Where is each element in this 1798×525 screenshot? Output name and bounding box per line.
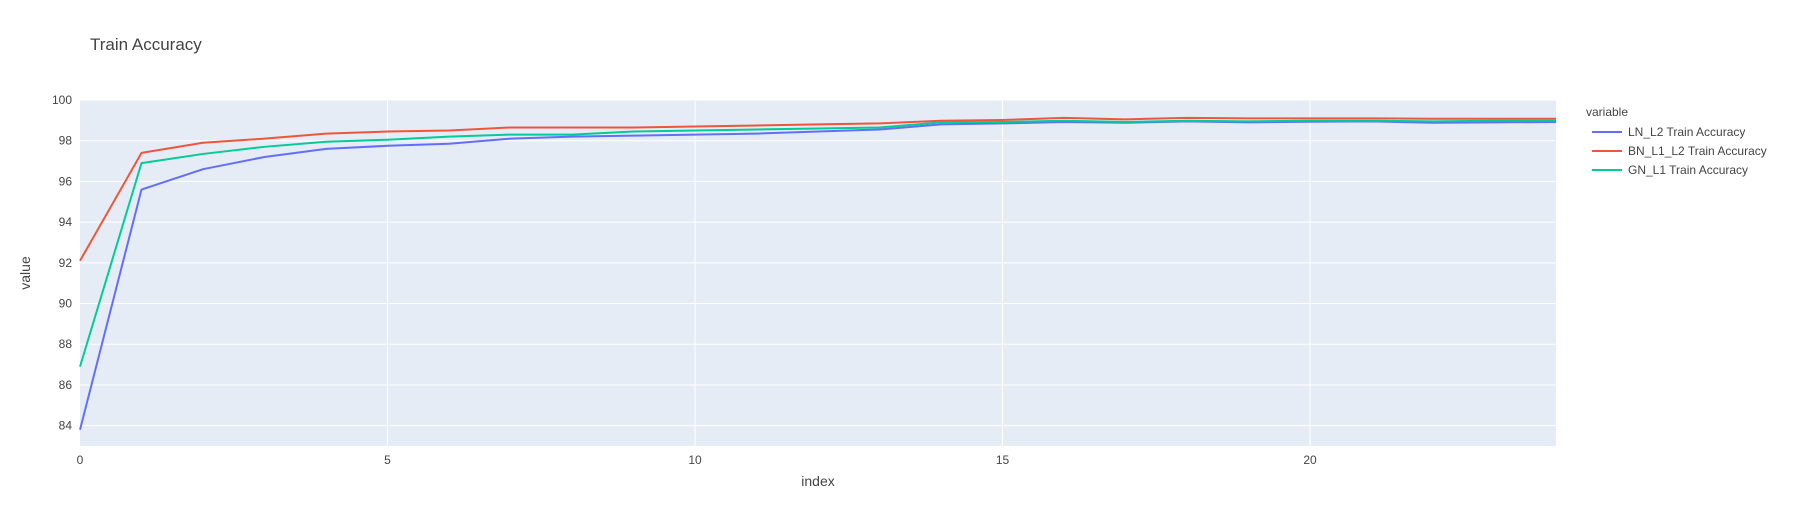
legend-item-label: BN_L1_L2 Train Accuracy [1628,144,1767,158]
y-axis-ticks: 84 86 88 90 92 94 96 98 100 [52,93,72,433]
y-tick-label: 98 [59,134,73,148]
y-tick-label: 90 [59,297,73,311]
y-tick-label: 96 [59,174,73,188]
legend-item-label: GN_L1 Train Accuracy [1628,163,1748,177]
y-tick-label: 100 [52,93,72,107]
y-tick-label: 92 [59,256,73,270]
series-line-0 [79,120,1557,430]
y-tick-label: 84 [59,419,73,433]
legend-item-label: LN_L2 Train Accuracy [1628,125,1745,139]
gridlines [80,99,1556,446]
x-axis-ticks: 0 5 10 15 20 [77,453,1317,467]
x-tick-label: 10 [688,453,702,467]
x-tick-label: 5 [384,453,391,467]
chart-title: Train Accuracy [90,35,202,54]
x-tick-label: 15 [996,453,1010,467]
y-tick-label: 94 [59,215,73,229]
legend: variable LN_L2 Train Accuracy BN_L1_L2 Tr… [1586,105,1767,177]
x-axis-title: index [801,473,834,489]
series-line-1 [79,116,1556,262]
y-axis-title: value [17,256,33,290]
y-tick-label: 88 [59,337,73,351]
series-lines [79,116,1557,430]
x-tick-label: 0 [77,453,84,467]
series-line-2 [79,119,1556,367]
y-tick-label: 86 [59,378,73,392]
x-tick-label: 20 [1303,453,1317,467]
legend-title: variable [1586,105,1628,119]
